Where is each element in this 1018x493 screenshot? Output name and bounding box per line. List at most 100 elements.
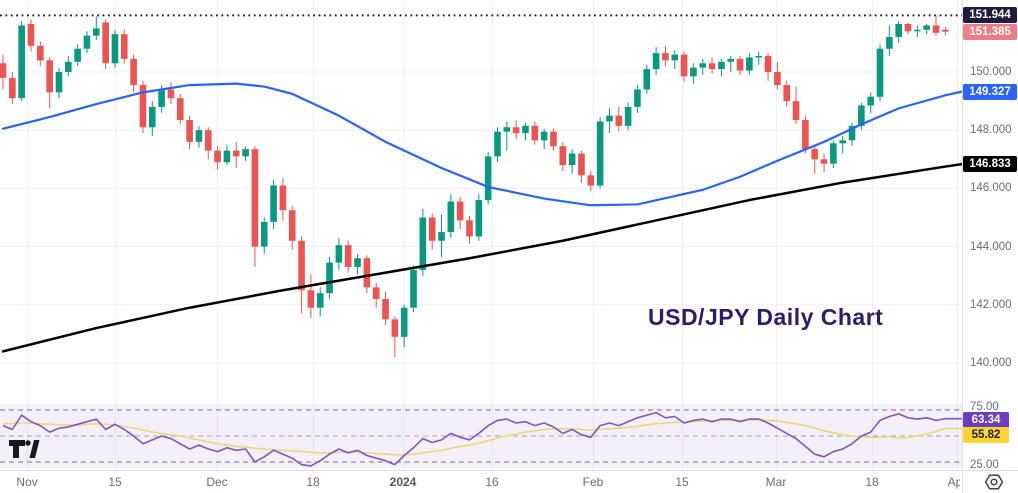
chart-canvas[interactable] (0, 0, 962, 470)
rsi-value-label: 63.34 (963, 411, 1009, 428)
candle-up (624, 106, 632, 126)
candle-up (886, 37, 893, 49)
time-axis-label: Feb (582, 475, 604, 489)
axis-divider-vertical (962, 0, 963, 493)
axis-tick-label: 25.00 (970, 458, 999, 471)
candle-up (158, 89, 165, 107)
axis-tick-label: 140.000 (970, 357, 1012, 369)
candle-up (606, 115, 613, 122)
candle-down (204, 130, 212, 151)
candle-up (634, 89, 641, 107)
time-axis-label: 18 (306, 475, 320, 489)
candle-up (316, 293, 324, 308)
candle-down (736, 58, 744, 71)
axis-tick-label: 148.000 (970, 124, 1012, 137)
candle-up (93, 28, 100, 36)
candle-up (484, 156, 492, 201)
candle-down (251, 149, 259, 247)
candle-down (279, 185, 287, 211)
candle-down (363, 258, 371, 288)
time-axis-label: 16 (485, 475, 499, 489)
candle-down (344, 245, 352, 267)
time-axis-label: 18 (865, 475, 879, 489)
candle-down (550, 131, 557, 147)
candle-up (643, 69, 651, 90)
rsi-line (2, 411, 962, 467)
chart-settings-icon[interactable] (984, 473, 1004, 491)
price-axis[interactable]: 151.944 151.385 149.327 146.833 63.34 55… (962, 0, 1018, 471)
candle-down (466, 220, 473, 237)
candle-up (326, 262, 333, 294)
candle-up (727, 58, 735, 62)
candle-up (447, 201, 455, 233)
candle-up (400, 307, 408, 337)
candle-up (540, 131, 548, 141)
candle-down (783, 85, 791, 102)
candle-down (27, 23, 35, 46)
price-label-ma-slow: 146.833 (963, 156, 1017, 173)
candle-down (372, 287, 380, 299)
candle-up (876, 48, 884, 97)
candle-up (270, 185, 277, 222)
candle-up (438, 232, 445, 241)
candle-up (242, 149, 249, 157)
candle-down (288, 210, 296, 241)
candle-up (830, 143, 837, 164)
candle-down (139, 85, 147, 128)
candle-up (746, 57, 753, 71)
time-axis[interactable]: Nov 15 Dec 18 2024 16 Feb 15 Mar 18 Apr (0, 470, 1018, 493)
time-axis-label: 15 (108, 475, 122, 489)
candle-up (260, 221, 268, 247)
candle-up (671, 54, 679, 61)
candle-up (419, 217, 427, 270)
candle-up (65, 61, 72, 72)
candle-up (522, 125, 529, 134)
candle-down (811, 149, 819, 160)
axis-tick-label: 142.000 (970, 298, 1012, 311)
candle-up (690, 67, 697, 77)
candle-down (214, 150, 221, 163)
axis-tick-label: 75.00 (970, 400, 999, 413)
candle-up (74, 48, 81, 62)
candle-down (820, 159, 828, 164)
price-label-high: 151.944 (963, 7, 1017, 24)
candle-up (596, 121, 604, 186)
candle-up (699, 63, 707, 68)
candle-up (18, 25, 25, 99)
candle-up (335, 245, 343, 263)
candle-up (223, 150, 231, 163)
candle-up (839, 140, 846, 144)
candle-down (298, 240, 305, 291)
candle-up (475, 200, 483, 237)
candle-down (102, 22, 109, 64)
candle-up (410, 269, 417, 308)
candle-up (195, 130, 203, 142)
candle-down (578, 153, 585, 176)
candle-up (718, 61, 725, 70)
candle-down (802, 120, 809, 150)
tradingview-logo-icon[interactable] (8, 437, 40, 461)
candle-up (848, 125, 856, 141)
candle-up (148, 106, 156, 128)
candle-down (120, 34, 128, 59)
candle-down (130, 58, 137, 86)
candle-down (904, 23, 912, 32)
time-axis-label: 2024 (389, 475, 417, 489)
price-label-last: 151.385 (963, 23, 1017, 40)
candle-up (111, 34, 119, 64)
candle-down (0, 63, 7, 78)
time-axis-label: 15 (675, 475, 689, 489)
candle-down (932, 25, 940, 33)
candle-down (391, 319, 399, 337)
axis-tick-label: 144.000 (970, 240, 1012, 253)
candle-up (55, 72, 63, 93)
candle-up (652, 53, 660, 70)
candle-down (176, 98, 184, 121)
candle-down (382, 298, 389, 320)
candle-up (503, 127, 511, 132)
candle-up (354, 258, 361, 267)
candle-down (9, 77, 16, 99)
candle-down (167, 89, 175, 99)
candle-up (494, 131, 501, 157)
